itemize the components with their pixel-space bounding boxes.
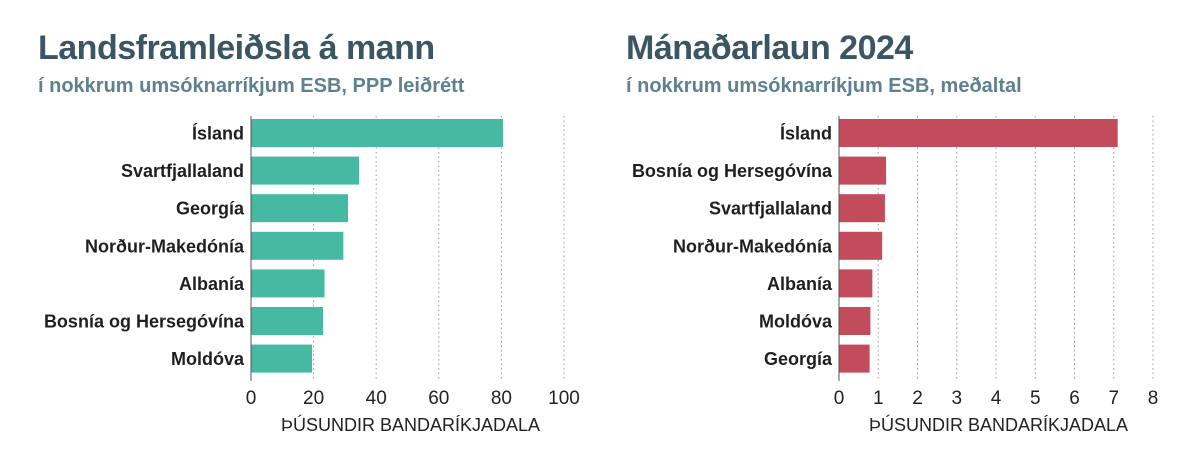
- chart-panel-gdp: Landsframleiðsla á mann í nokkrum umsókn…: [38, 29, 580, 435]
- category-label: Moldóva: [171, 349, 245, 369]
- chart-subtitle: í nokkrum umsóknarríkjum ESB, PPP leiðré…: [38, 75, 465, 97]
- category-label: Georgía: [176, 199, 245, 219]
- category-label: Ísland: [780, 123, 832, 144]
- category-label: Norður-Makedónía: [673, 236, 833, 256]
- chart-panel-wages: Mánaðarlaun 2024 í nokkrum umsóknarríkju…: [600, 0, 1200, 461]
- x-tick-label: 3: [951, 388, 962, 409]
- category-label: Svartfjallaland: [709, 199, 832, 219]
- x-tick-label: 1: [873, 388, 884, 409]
- x-tick-label: 40: [366, 388, 387, 409]
- category-label: Georgía: [764, 349, 833, 369]
- x-tick-label: 100: [548, 388, 580, 409]
- category-label: Ísland: [192, 123, 244, 144]
- category-label: Svartfjallaland: [121, 161, 244, 181]
- bar: [839, 156, 887, 185]
- x-axis-title: ÞÚSUNDIR BANDARÍKJADALA: [869, 414, 1128, 435]
- category-label: Albanía: [179, 274, 245, 294]
- x-tick-label: 0: [246, 388, 257, 409]
- bar: [251, 269, 325, 298]
- category-label: Bosnía og Hersegóvína: [632, 161, 833, 181]
- x-tick-label: 80: [491, 388, 512, 409]
- x-tick-label: 7: [1108, 388, 1119, 409]
- bar: [251, 119, 503, 147]
- bar: [251, 194, 349, 223]
- x-tick-label: 5: [1030, 388, 1041, 409]
- x-tick-label: 60: [428, 388, 449, 409]
- bar: [251, 307, 323, 335]
- category-label: Bosnía og Hersegóvína: [44, 312, 245, 332]
- bar: [251, 156, 359, 185]
- x-tick-label: 20: [303, 388, 324, 409]
- category-label: Albanía: [767, 274, 833, 294]
- bar: [839, 344, 870, 373]
- bar: [839, 119, 1118, 147]
- bar: [251, 231, 344, 260]
- wages-bar-chart: Ísland Bosnía og Hersegóvína Svartfjallala…: [632, 116, 1159, 435]
- category-label: Norður-Makedónía: [85, 236, 245, 256]
- x-tick-label: 2: [912, 388, 923, 409]
- x-tick-label: 0: [834, 388, 845, 409]
- x-axis-title: ÞÚSUNDIR BANDARÍKJADALA: [281, 414, 540, 435]
- bar: [839, 307, 871, 335]
- gdp-bar-chart: Ísland Svartfjallaland Georgía Norður-Maked…: [44, 116, 580, 435]
- x-tick-label: 4: [991, 388, 1002, 409]
- bar: [839, 194, 885, 223]
- x-tick-label: 6: [1069, 388, 1080, 409]
- category-label: Moldóva: [759, 312, 833, 332]
- bar: [839, 231, 883, 260]
- chart-subtitle: í nokkrum umsóknarríkjum ESB, meðaltal: [626, 75, 1022, 97]
- chart-title: Landsframleiðsla á mann: [38, 29, 435, 67]
- x-tick-label: 8: [1148, 388, 1159, 409]
- bar: [251, 344, 313, 373]
- chart-title: Mánaðarlaun 2024: [626, 29, 913, 67]
- bar: [839, 269, 873, 298]
